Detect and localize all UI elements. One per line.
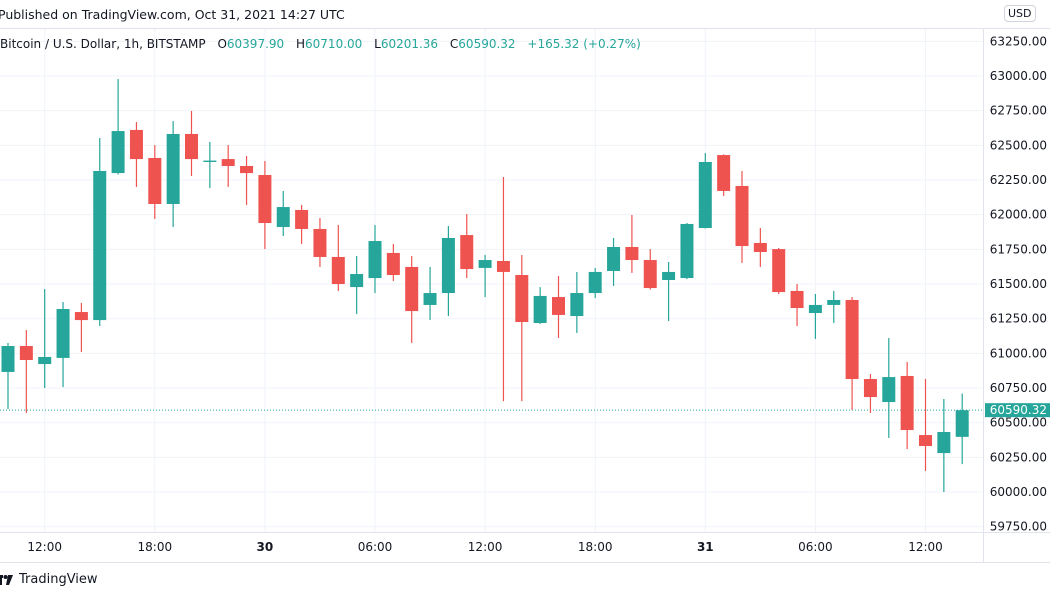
high-label: H: [296, 37, 306, 51]
candle-body-down[interactable]: [460, 235, 474, 270]
candle-body-up[interactable]: [111, 131, 125, 174]
candle-body-up[interactable]: [441, 237, 455, 294]
candle-body-down[interactable]: [717, 155, 731, 191]
candle-body-down[interactable]: [496, 260, 510, 272]
candle-body-up[interactable]: [680, 223, 694, 279]
low-label: L: [374, 37, 381, 51]
candle-body-down[interactable]: [863, 379, 877, 398]
tradingview-logo[interactable]: TradingView: [0, 572, 98, 587]
symbol-title[interactable]: Bitcoin / U.S. Dollar, 1h, BITSTAMP: [0, 37, 206, 51]
candle-body-up[interactable]: [1, 346, 15, 372]
candle-body-down[interactable]: [331, 256, 345, 285]
candle-body-up[interactable]: [368, 241, 382, 279]
candle-body-down[interactable]: [386, 252, 400, 276]
candle-body-up[interactable]: [166, 133, 180, 205]
close-label: C: [449, 37, 459, 51]
open-label: O: [217, 37, 227, 51]
candle-body-up[interactable]: [662, 271, 676, 280]
high-value: 60710.00: [305, 37, 363, 51]
candle-body-down[interactable]: [552, 297, 565, 315]
price-tick-label: 61500.00: [990, 277, 1047, 291]
candle-body-up[interactable]: [937, 431, 951, 454]
candle-body-down[interactable]: [625, 246, 639, 261]
candle-body-up[interactable]: [478, 260, 492, 268]
last-price-label: 60590.32: [990, 403, 1047, 417]
open-value: 60397.90: [226, 37, 285, 51]
candle-body-down[interactable]: [148, 157, 162, 205]
candle-body-down[interactable]: [772, 249, 786, 293]
candle-body-up[interactable]: [588, 271, 602, 294]
candle-body-down[interactable]: [240, 166, 254, 174]
candle-body-up[interactable]: [423, 293, 437, 305]
candle-body-down[interactable]: [735, 185, 749, 247]
time-tick-label: 18:00: [578, 540, 613, 554]
time-tick-label: 12:00: [27, 540, 62, 554]
time-tick-label: 12:00: [908, 540, 943, 554]
published-caption: Published on TradingView.com, Oct 31, 20…: [0, 7, 345, 22]
candle-body-up[interactable]: [93, 170, 107, 321]
price-tick-label: 60500.00: [990, 416, 1047, 430]
candle-body-down[interactable]: [129, 129, 143, 160]
candle-body-down[interactable]: [515, 275, 529, 323]
candle-body-up[interactable]: [698, 161, 712, 228]
candle-body-up[interactable]: [607, 246, 621, 271]
time-tick-label: 06:00: [798, 540, 833, 554]
tradingview-brand: TradingView: [19, 572, 98, 587]
candle-body-down[interactable]: [753, 242, 767, 252]
candle-body-down[interactable]: [900, 375, 914, 431]
candle-body-down[interactable]: [221, 159, 235, 167]
candle-body-down[interactable]: [74, 312, 88, 321]
price-tick-label: 61250.00: [990, 312, 1047, 326]
price-tick-label: 61000.00: [990, 346, 1047, 360]
price-tick-label: 60750.00: [990, 381, 1047, 395]
candle-body-up[interactable]: [276, 207, 290, 228]
price-tick-label: 62500.00: [990, 138, 1047, 152]
candle-body-up[interactable]: [570, 293, 584, 317]
price-tick-label: 60000.00: [990, 485, 1047, 499]
candle-body-down[interactable]: [790, 290, 804, 309]
candle-body-up[interactable]: [808, 304, 822, 314]
candle-body-down[interactable]: [295, 209, 309, 229]
price-tick-label: 62000.00: [990, 208, 1047, 222]
change-value: +165.32 (+0.27%): [527, 37, 641, 51]
time-tick-label: 18:00: [138, 540, 173, 554]
candle-body-up[interactable]: [203, 160, 217, 162]
candle-body-down[interactable]: [185, 133, 198, 160]
price-tick-label: 61750.00: [990, 242, 1047, 256]
candle-body-up[interactable]: [56, 308, 70, 358]
candle-body-down[interactable]: [19, 346, 33, 361]
tradingview-logo-icon: [0, 574, 13, 585]
header-divider: [0, 28, 1050, 29]
time-tick-label: 06:00: [358, 540, 393, 554]
candle-body-down[interactable]: [919, 435, 932, 446]
close-value: 60590.32: [458, 37, 516, 51]
price-tick-label: 63000.00: [990, 69, 1047, 83]
currency-button[interactable]: USD: [1004, 5, 1036, 22]
time-tick-label: 12:00: [468, 540, 503, 554]
candle-body-up[interactable]: [38, 356, 52, 365]
chart-legend: Bitcoin / U.S. Dollar, 1h, BITSTAMP O603…: [0, 37, 649, 51]
candle-body-down[interactable]: [643, 260, 657, 289]
candle-body-up[interactable]: [955, 410, 969, 437]
time-tick-label: 30: [257, 540, 274, 554]
price-tick-label: 59750.00: [990, 520, 1047, 534]
candle-body-up[interactable]: [882, 377, 896, 403]
candle-body-up[interactable]: [533, 295, 547, 323]
price-tick-label: 63250.00: [990, 34, 1047, 48]
price-tick-label: 62250.00: [990, 173, 1047, 187]
price-tick-label: 62750.00: [990, 104, 1047, 118]
candle-body-down[interactable]: [405, 266, 419, 312]
price-tick-label: 60250.00: [990, 450, 1047, 464]
low-value: 60201.36: [380, 37, 439, 51]
candle-body-up[interactable]: [827, 299, 841, 305]
time-tick-label: 31: [697, 540, 714, 554]
last-price-badge: [985, 403, 1050, 418]
candle-body-up[interactable]: [350, 274, 364, 288]
candle-body-down[interactable]: [845, 299, 859, 380]
candle-body-down[interactable]: [313, 228, 327, 257]
candle-body-down[interactable]: [258, 175, 272, 224]
